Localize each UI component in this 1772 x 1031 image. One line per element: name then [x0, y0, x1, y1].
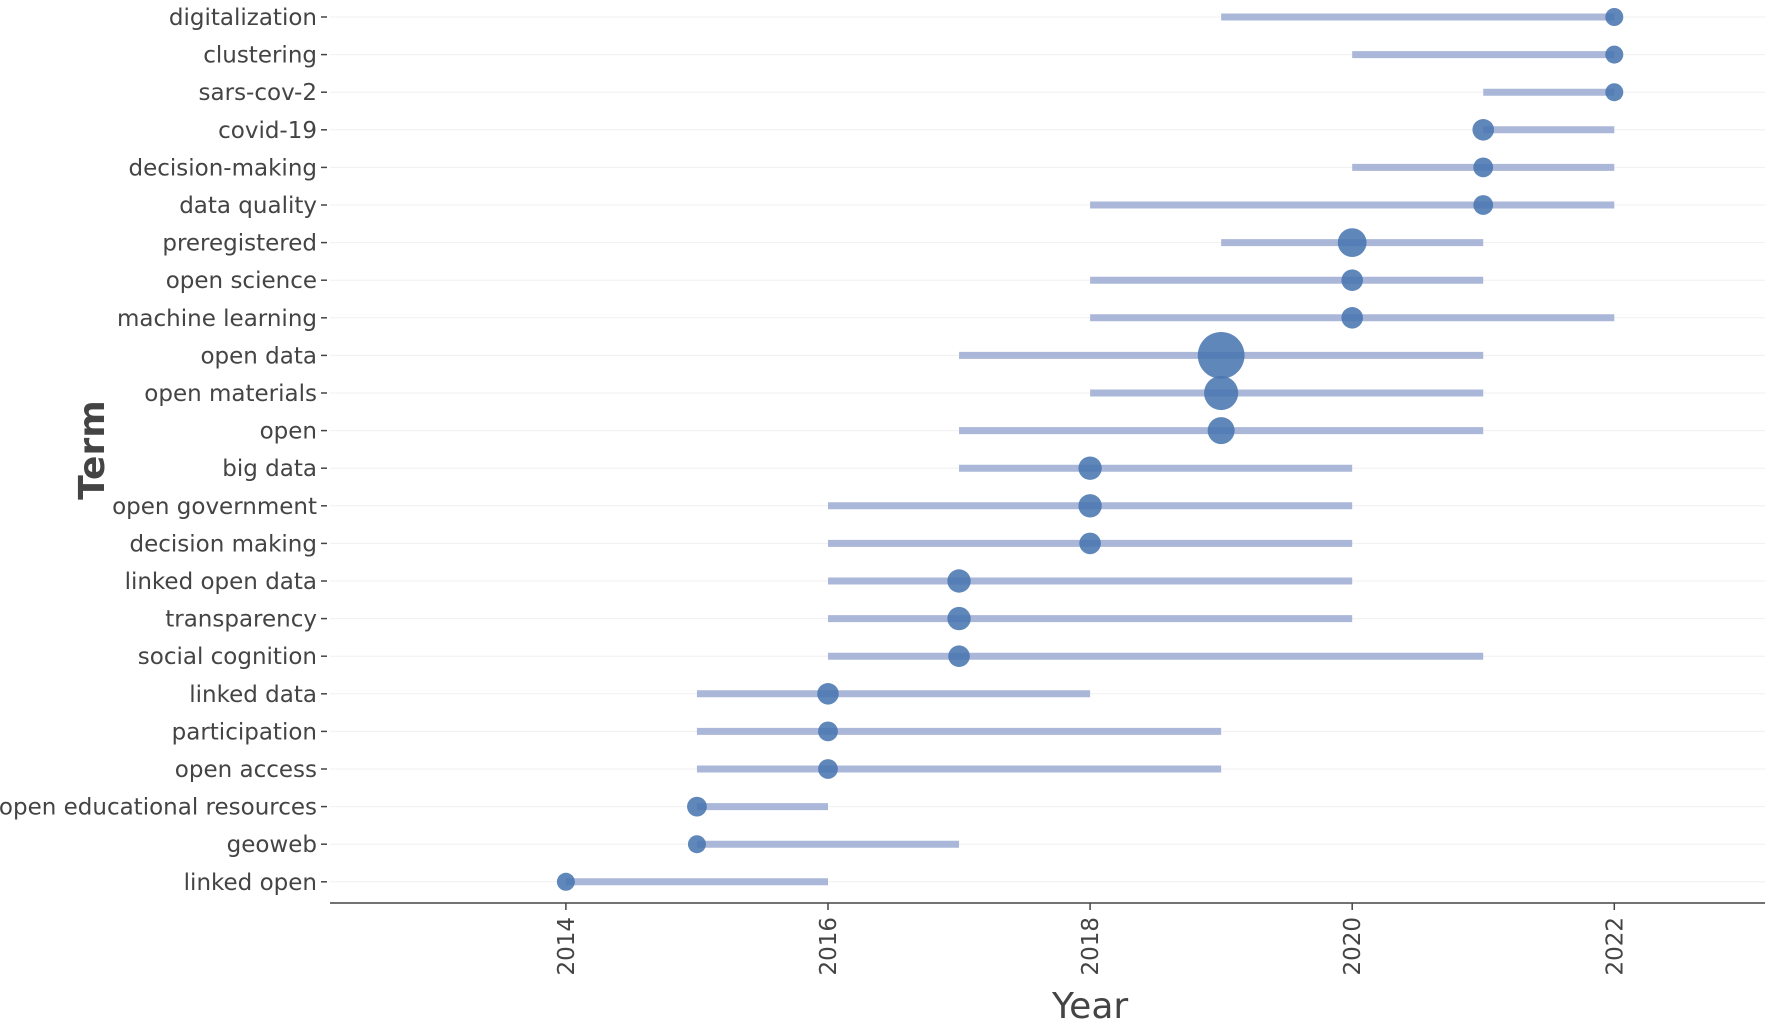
y-tick-label: decision-making	[129, 155, 318, 181]
term-peak-point	[1605, 45, 1624, 64]
x-axis: 2014 2016 2018 2020 2022	[330, 902, 1765, 976]
term-peak-point	[1078, 456, 1102, 480]
y-tick-label: digitalization	[169, 5, 317, 31]
x-tick-label: 2020	[1340, 917, 1366, 976]
y-tick-label: data quality	[179, 193, 317, 219]
x-tick-label: 2016	[816, 917, 842, 976]
y-tick-label: open science	[166, 268, 317, 294]
range-layer	[565, 13, 1615, 886]
term-peak-point	[1207, 417, 1235, 445]
y-axis: digitalization clustering sars-cov-2 covid-…	[0, 5, 327, 896]
x-axis-title: Year	[1051, 986, 1128, 1027]
term-peak-point	[947, 606, 971, 631]
y-tick-label: participation	[172, 719, 317, 745]
term-peak-point	[556, 872, 575, 891]
point-layer	[556, 8, 1624, 891]
y-tick-label: decision making	[129, 531, 317, 557]
y-tick-label: preregistered	[162, 231, 317, 257]
term-peak-point	[1204, 375, 1239, 411]
term-peak-point	[1197, 332, 1245, 379]
y-tick-label: transparency	[165, 607, 317, 633]
y-tick-label: big data	[222, 456, 317, 482]
term-peak-point	[1337, 228, 1367, 257]
term-peak-point	[1473, 195, 1494, 215]
y-tick-label: open	[260, 419, 317, 445]
term-peak-point	[1605, 8, 1624, 26]
term-peak-point	[1605, 83, 1624, 102]
y-tick-label: covid-19	[218, 118, 317, 144]
x-tick-label: 2014	[554, 917, 580, 976]
term-peak-point	[818, 759, 838, 779]
y-tick-label: linked open	[184, 870, 317, 896]
y-tick-label: social cognition	[138, 644, 317, 670]
term-peak-point	[1472, 119, 1495, 141]
grid-layer	[330, 16, 1765, 883]
term-peak-point	[1341, 307, 1363, 329]
term-peak-point	[817, 683, 839, 705]
y-tick-label: open data	[200, 343, 317, 369]
y-tick-label: clustering	[203, 43, 317, 69]
y-axis-title: Term	[72, 400, 113, 499]
term-peak-point	[818, 721, 838, 742]
term-peak-point	[687, 835, 706, 854]
y-tick-label: open educational resources	[0, 795, 317, 821]
y-tick-label: sars-cov-2	[199, 80, 317, 106]
term-peak-point	[1341, 269, 1363, 292]
term-peak-point	[1473, 157, 1494, 178]
y-tick-label: open access	[175, 757, 317, 783]
term-peak-point	[948, 645, 970, 667]
y-tick-label: linked open data	[125, 569, 317, 595]
x-tick-label: 2018	[1078, 917, 1104, 976]
y-tick-label: open government	[112, 494, 317, 520]
y-tick-label: open materials	[144, 381, 317, 407]
term-peak-point	[1078, 494, 1102, 518]
y-tick-label: geoweb	[227, 832, 317, 858]
y-tick-label: machine learning	[117, 306, 317, 332]
x-tick-label: 2022	[1602, 917, 1628, 976]
term-peak-point	[687, 796, 707, 817]
y-tick-label: linked data	[189, 682, 317, 708]
term-peak-point	[1079, 532, 1101, 555]
term-peak-point	[947, 569, 971, 593]
